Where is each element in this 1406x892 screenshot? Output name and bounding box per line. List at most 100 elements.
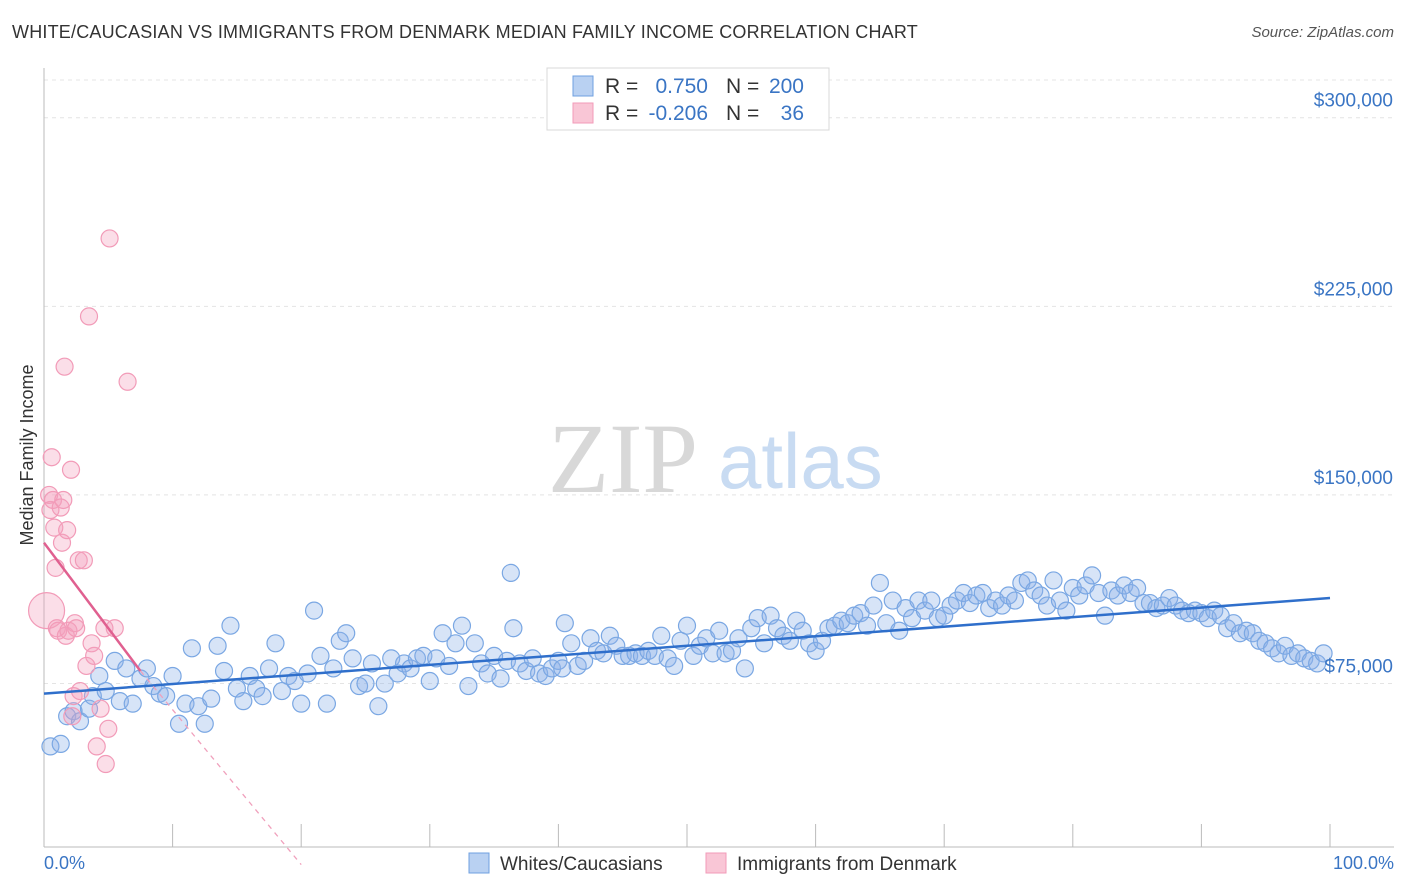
point-whites	[311, 646, 330, 665]
point-denmark	[100, 229, 119, 248]
point-whites	[208, 636, 227, 655]
point-whites	[465, 634, 484, 653]
point-whites	[1050, 591, 1070, 610]
point-denmark	[91, 699, 110, 718]
point-whites	[1243, 624, 1262, 643]
point-whites	[806, 641, 825, 660]
point-whites	[922, 591, 941, 610]
point-whites	[375, 674, 394, 693]
point-whites	[439, 656, 459, 676]
point-whites	[504, 619, 523, 638]
point-whites	[1018, 571, 1037, 590]
point-denmark	[79, 307, 99, 326]
y-tick-labels: $75,000 $150,000 $225,000 $300,000	[1314, 91, 1393, 678]
trend-line-denmark-extrapolated	[139, 670, 302, 866]
point-whites	[304, 601, 324, 620]
point-denmark	[63, 707, 82, 726]
point-whites	[1160, 588, 1179, 608]
point-whites	[665, 656, 684, 676]
point-whites	[117, 659, 136, 678]
point-whites	[864, 596, 883, 615]
legend-r-label-2: R =	[605, 102, 638, 125]
y-tick-label: $225,000	[1314, 279, 1393, 300]
point-whites	[253, 687, 272, 706]
point-whites	[90, 666, 109, 686]
point-whites	[182, 639, 201, 658]
point-whites	[710, 621, 729, 640]
point-whites	[259, 659, 279, 678]
trend-line-denmark	[43, 541, 142, 672]
point-whites	[163, 666, 182, 686]
point-denmark	[55, 357, 74, 376]
legend-bottom-swatch-blue	[468, 852, 490, 874]
legend-r-label-1: R =	[605, 75, 638, 98]
point-denmark	[85, 646, 104, 665]
trend-line-whites	[43, 596, 1331, 695]
point-whites	[266, 634, 285, 653]
legend-n-label-2: N =	[726, 102, 759, 125]
legend-r-value-2: -0.206	[648, 102, 708, 125]
point-whites	[96, 681, 115, 701]
point-whites	[787, 611, 806, 630]
point-whites	[324, 659, 343, 678]
legend-n-value-1: 200	[769, 75, 804, 98]
point-denmark	[43, 490, 63, 510]
point-whites	[677, 616, 697, 635]
point-denmark	[56, 626, 75, 645]
x-tick-marks	[43, 824, 1331, 847]
point-whites	[1005, 591, 1025, 610]
point-denmark	[67, 619, 86, 638]
point-whites	[857, 616, 877, 635]
point-whites	[553, 659, 572, 678]
legend-swatch-blue	[572, 75, 594, 97]
point-whites	[51, 734, 70, 753]
legend-r-value-1: 0.750	[655, 75, 708, 98]
point-whites	[1057, 601, 1076, 620]
legend-swatch-pink	[572, 102, 594, 124]
axes	[43, 68, 1394, 848]
point-whites	[137, 659, 156, 678]
watermark-zip: ZIP	[548, 403, 698, 514]
series-whites-points	[41, 563, 1333, 756]
trend-lines	[43, 541, 1331, 866]
grid-lines	[44, 79, 1394, 685]
point-whites	[1127, 578, 1147, 598]
point-whites	[292, 694, 311, 713]
point-whites	[247, 679, 266, 698]
point-whites	[658, 649, 677, 668]
point-whites	[501, 563, 520, 582]
point-whites	[420, 671, 439, 691]
point-denmark	[54, 490, 73, 510]
point-whites	[960, 593, 980, 613]
point-whites	[452, 616, 472, 635]
x-tick-label-min: 0.0%	[44, 853, 85, 873]
legend-n-label-1: N =	[726, 75, 759, 98]
point-whites	[562, 634, 581, 653]
point-whites	[214, 661, 234, 681]
point-denmark	[118, 372, 137, 391]
point-whites	[401, 659, 420, 678]
point-whites	[684, 646, 703, 665]
point-whites	[195, 714, 214, 733]
legend-bottom-swatch-pink	[705, 852, 727, 874]
chart-title: WHITE/CAUCASIAN VS IMMIGRANTS FROM DENMA…	[12, 22, 918, 42]
point-whites	[870, 573, 890, 593]
point-denmark	[69, 551, 88, 570]
watermark-atlas: atlas	[718, 417, 883, 505]
point-whites	[202, 689, 221, 708]
point-denmark	[87, 737, 106, 756]
series-denmark-points	[27, 229, 137, 774]
point-whites	[221, 616, 240, 635]
point-whites	[433, 624, 452, 643]
point-whites	[234, 692, 253, 711]
legend-bottom-label-denmark: Immigrants from Denmark	[737, 854, 957, 875]
point-denmark	[96, 754, 115, 774]
legend-bottom: Whites/Caucasians Immigrants from Denmar…	[468, 852, 957, 875]
point-denmark	[42, 448, 61, 467]
point-whites	[1082, 566, 1102, 585]
point-whites	[780, 631, 799, 650]
y-axis-label: Median Family Income	[17, 364, 37, 545]
point-whites	[317, 694, 337, 713]
point-whites	[446, 634, 465, 653]
point-whites	[369, 697, 388, 716]
